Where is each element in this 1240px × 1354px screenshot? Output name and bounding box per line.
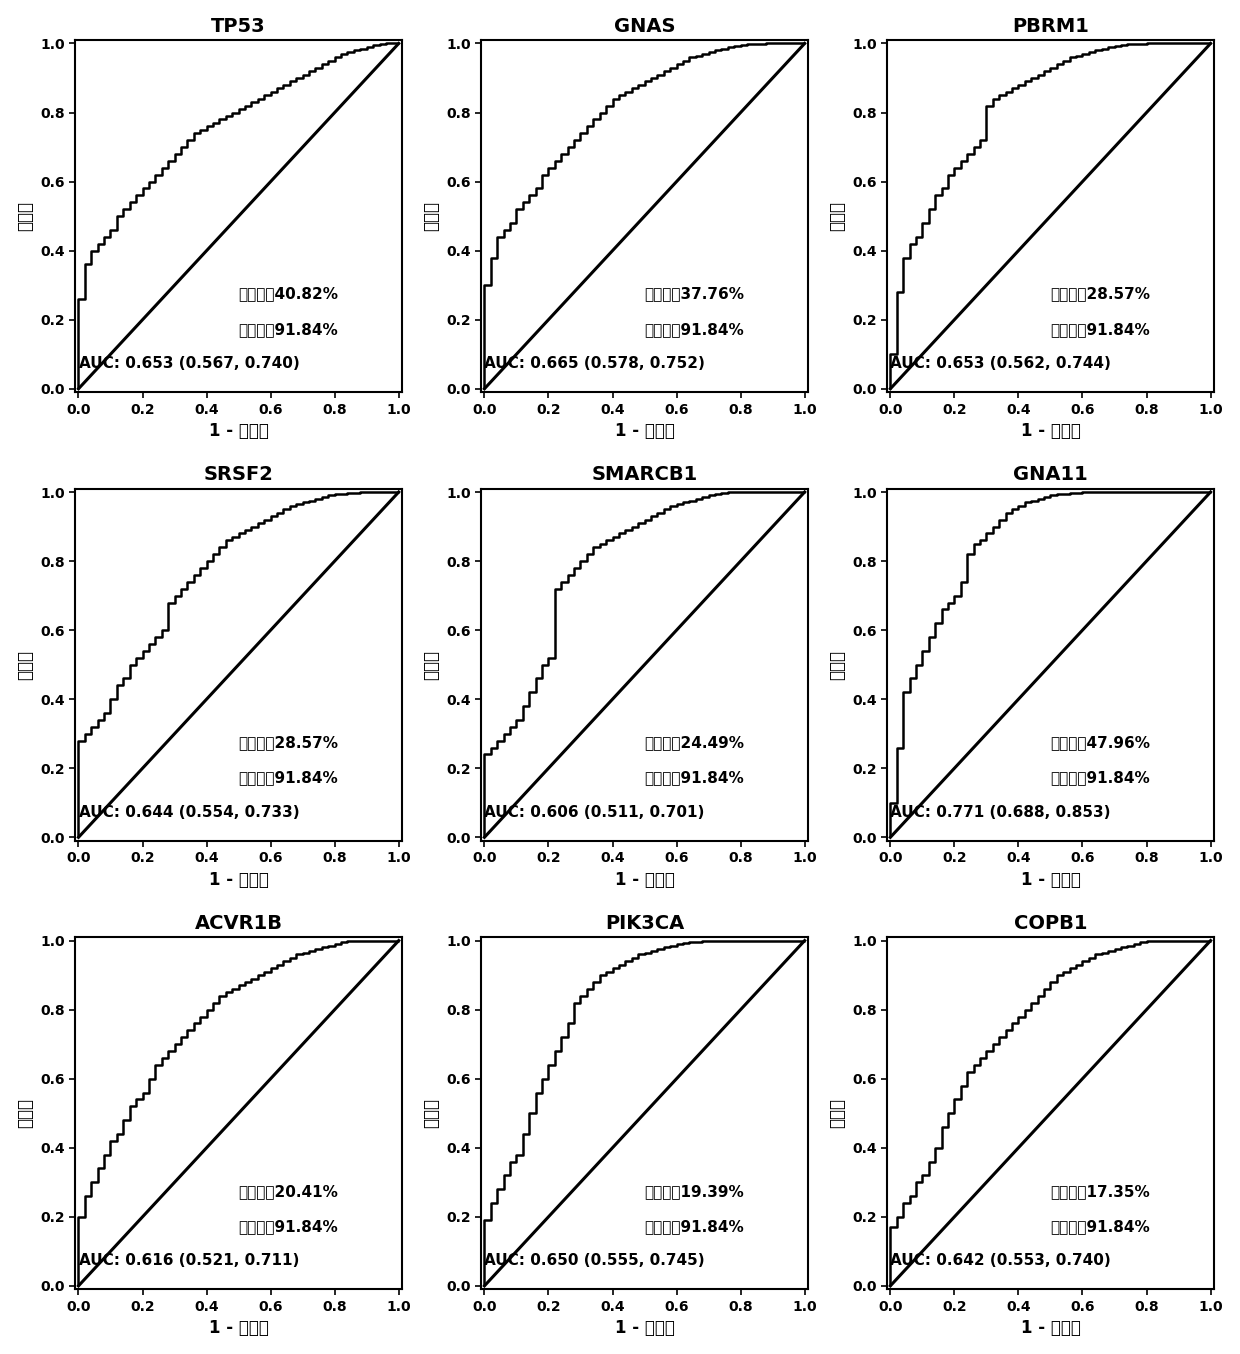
X-axis label: 1 - 特异度: 1 - 特异度 bbox=[208, 871, 269, 888]
Title: SMARCB1: SMARCB1 bbox=[591, 466, 698, 485]
Text: 特异度：91.84%: 特异度：91.84% bbox=[1050, 322, 1151, 337]
Y-axis label: 灵敏度: 灵敏度 bbox=[828, 650, 847, 680]
X-axis label: 1 - 特异度: 1 - 特异度 bbox=[1021, 1319, 1080, 1338]
Text: 灵敏度：37.76%: 灵敏度：37.76% bbox=[645, 287, 744, 302]
X-axis label: 1 - 特异度: 1 - 特异度 bbox=[208, 422, 269, 440]
Text: AUC: 0.653 (0.562, 0.744): AUC: 0.653 (0.562, 0.744) bbox=[890, 356, 1111, 371]
Text: 特异度：91.84%: 特异度：91.84% bbox=[238, 770, 339, 785]
Text: 灵敏度：47.96%: 灵敏度：47.96% bbox=[1050, 735, 1151, 750]
Text: 灵敏度：17.35%: 灵敏度：17.35% bbox=[1050, 1183, 1151, 1198]
Y-axis label: 灵敏度: 灵敏度 bbox=[828, 202, 847, 232]
Y-axis label: 灵敏度: 灵敏度 bbox=[16, 1098, 35, 1128]
Text: 特异度：91.84%: 特异度：91.84% bbox=[645, 1219, 744, 1233]
Text: 特异度：91.84%: 特异度：91.84% bbox=[1050, 770, 1151, 785]
Title: ACVR1B: ACVR1B bbox=[195, 914, 283, 933]
Text: 灵敏度：28.57%: 灵敏度：28.57% bbox=[238, 735, 339, 750]
Text: AUC: 0.771 (0.688, 0.853): AUC: 0.771 (0.688, 0.853) bbox=[890, 804, 1111, 819]
Title: TP53: TP53 bbox=[211, 16, 265, 35]
Y-axis label: 灵敏度: 灵敏度 bbox=[423, 1098, 440, 1128]
Text: AUC: 0.606 (0.511, 0.701): AUC: 0.606 (0.511, 0.701) bbox=[485, 804, 704, 819]
X-axis label: 1 - 特异度: 1 - 特异度 bbox=[1021, 422, 1080, 440]
Text: 特异度：91.84%: 特异度：91.84% bbox=[645, 322, 744, 337]
Y-axis label: 灵敏度: 灵敏度 bbox=[423, 650, 440, 680]
Title: COPB1: COPB1 bbox=[1014, 914, 1087, 933]
Y-axis label: 灵敏度: 灵敏度 bbox=[16, 650, 35, 680]
X-axis label: 1 - 特异度: 1 - 特异度 bbox=[208, 1319, 269, 1338]
Title: GNAS: GNAS bbox=[614, 16, 676, 35]
Title: PBRM1: PBRM1 bbox=[1012, 16, 1089, 35]
Text: AUC: 0.642 (0.553, 0.740): AUC: 0.642 (0.553, 0.740) bbox=[890, 1254, 1111, 1269]
Y-axis label: 灵敏度: 灵敏度 bbox=[423, 202, 440, 232]
Text: 特异度：91.84%: 特异度：91.84% bbox=[238, 322, 339, 337]
X-axis label: 1 - 特异度: 1 - 特异度 bbox=[615, 871, 675, 888]
Text: 特异度：91.84%: 特异度：91.84% bbox=[645, 770, 744, 785]
X-axis label: 1 - 特异度: 1 - 特异度 bbox=[1021, 871, 1080, 888]
Text: AUC: 0.644 (0.554, 0.733): AUC: 0.644 (0.554, 0.733) bbox=[78, 804, 299, 819]
Text: 灵敏度：20.41%: 灵敏度：20.41% bbox=[238, 1183, 339, 1198]
Text: 特异度：91.84%: 特异度：91.84% bbox=[1050, 1219, 1151, 1233]
X-axis label: 1 - 特异度: 1 - 特异度 bbox=[615, 422, 675, 440]
Text: 灵敏度：40.82%: 灵敏度：40.82% bbox=[238, 287, 339, 302]
Y-axis label: 灵敏度: 灵敏度 bbox=[16, 202, 35, 232]
Title: PIK3CA: PIK3CA bbox=[605, 914, 684, 933]
Text: 灵敏度：28.57%: 灵敏度：28.57% bbox=[1050, 287, 1151, 302]
Text: AUC: 0.665 (0.578, 0.752): AUC: 0.665 (0.578, 0.752) bbox=[485, 356, 706, 371]
Text: 特异度：91.84%: 特异度：91.84% bbox=[238, 1219, 339, 1233]
Title: GNA11: GNA11 bbox=[1013, 466, 1087, 485]
Text: 灵敏度：24.49%: 灵敏度：24.49% bbox=[645, 735, 744, 750]
Text: 灵敏度：19.39%: 灵敏度：19.39% bbox=[645, 1183, 744, 1198]
Text: AUC: 0.653 (0.567, 0.740): AUC: 0.653 (0.567, 0.740) bbox=[78, 356, 299, 371]
Y-axis label: 灵敏度: 灵敏度 bbox=[828, 1098, 847, 1128]
Title: SRSF2: SRSF2 bbox=[203, 466, 274, 485]
Text: AUC: 0.650 (0.555, 0.745): AUC: 0.650 (0.555, 0.745) bbox=[485, 1254, 706, 1269]
X-axis label: 1 - 特异度: 1 - 特异度 bbox=[615, 1319, 675, 1338]
Text: AUC: 0.616 (0.521, 0.711): AUC: 0.616 (0.521, 0.711) bbox=[78, 1254, 299, 1269]
